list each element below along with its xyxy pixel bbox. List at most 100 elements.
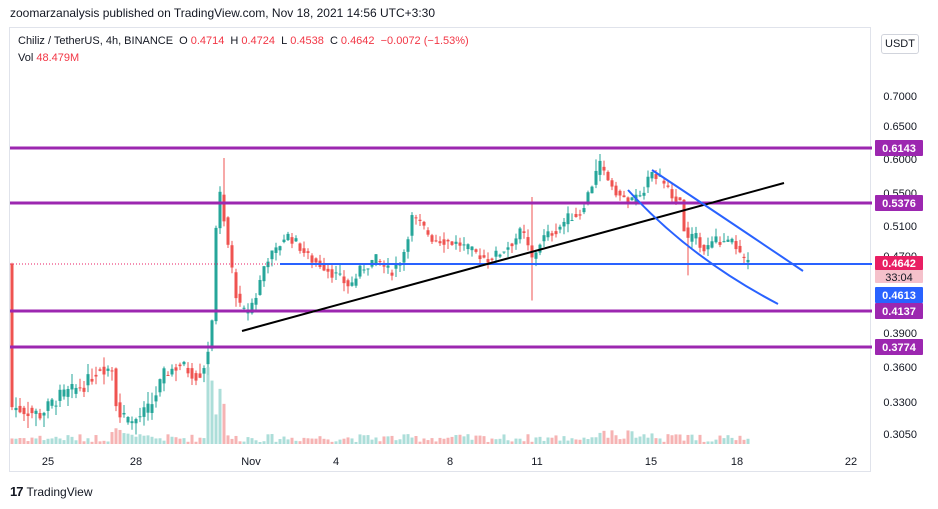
candle-body bbox=[722, 241, 726, 243]
volume-bar bbox=[322, 438, 326, 444]
candle-body bbox=[58, 389, 62, 401]
volume-bar bbox=[262, 441, 266, 444]
volume-bar bbox=[254, 440, 258, 444]
candle-body bbox=[730, 238, 734, 243]
volume-bar bbox=[166, 434, 170, 444]
candle-body bbox=[526, 237, 530, 246]
candle-body bbox=[234, 272, 238, 299]
volume-bar bbox=[614, 435, 618, 444]
volume-bar bbox=[558, 440, 562, 444]
volume-legend: Vol 48.479M bbox=[18, 52, 79, 64]
candle-body bbox=[474, 249, 478, 252]
volume-bar bbox=[350, 438, 354, 444]
y-axis-tick-label: 0.6500 bbox=[883, 121, 917, 133]
volume-bar bbox=[506, 440, 510, 444]
candle-body bbox=[202, 368, 206, 374]
volume-bar bbox=[522, 441, 526, 444]
volume-bar bbox=[354, 441, 358, 444]
volume-bar bbox=[554, 435, 558, 444]
volume-bar bbox=[342, 438, 346, 444]
volume-bar bbox=[198, 437, 202, 444]
volume-bar bbox=[270, 434, 274, 444]
volume-bar bbox=[26, 441, 30, 444]
candle-body bbox=[630, 197, 634, 201]
candle-body bbox=[90, 378, 94, 382]
volume-bar bbox=[742, 439, 746, 444]
volume-bar bbox=[666, 434, 670, 444]
volume-bar bbox=[662, 441, 666, 444]
candle-body bbox=[366, 268, 370, 270]
candle-body bbox=[362, 269, 366, 271]
volume-bar bbox=[74, 440, 78, 444]
candle-body bbox=[462, 244, 466, 246]
volume-bar bbox=[478, 435, 482, 444]
currency-button[interactable]: USDT bbox=[881, 34, 919, 54]
x-axis-tick-label: 28 bbox=[130, 456, 142, 468]
candle-body bbox=[158, 379, 162, 393]
volume-bar bbox=[118, 429, 122, 444]
candle-body bbox=[82, 387, 86, 392]
volume-bar bbox=[450, 436, 454, 444]
volume-bar bbox=[426, 440, 430, 444]
candle-body bbox=[382, 265, 386, 267]
candle-body bbox=[298, 243, 302, 251]
volume-bar bbox=[382, 436, 386, 444]
candle-body bbox=[250, 302, 254, 314]
candle-body bbox=[214, 227, 218, 322]
candle-body bbox=[114, 368, 118, 407]
candle-body bbox=[450, 241, 454, 245]
candle-body bbox=[610, 180, 614, 187]
candle-body bbox=[270, 250, 274, 260]
candle-body bbox=[126, 416, 130, 423]
volume-bar bbox=[210, 380, 214, 444]
candle-body bbox=[150, 404, 154, 413]
candle-body bbox=[338, 273, 342, 275]
candle-body bbox=[562, 221, 566, 227]
candle-body bbox=[666, 185, 670, 187]
volume-bar bbox=[746, 438, 750, 444]
candle-body bbox=[358, 265, 362, 277]
close-value: 0.4642 bbox=[340, 35, 375, 47]
volume-bar bbox=[314, 438, 318, 444]
candle-countdown-label: 33:04 bbox=[885, 272, 913, 284]
high-value: 0.4724 bbox=[241, 35, 276, 47]
volume-bar bbox=[494, 439, 498, 444]
volume-bar bbox=[38, 435, 42, 444]
candle-body bbox=[694, 233, 698, 239]
level-price-label: 0.6143 bbox=[882, 143, 916, 155]
volume-bar bbox=[570, 438, 574, 444]
candle-body bbox=[98, 369, 102, 371]
volume-bar bbox=[402, 434, 406, 444]
candle-body bbox=[154, 395, 158, 402]
candle-body bbox=[650, 171, 654, 179]
low-value: 0.4538 bbox=[290, 35, 324, 47]
candle-body bbox=[422, 221, 426, 226]
candle-body bbox=[582, 208, 586, 213]
volume-bar bbox=[234, 435, 238, 444]
candle-body bbox=[430, 235, 434, 242]
candle-body bbox=[310, 255, 314, 263]
candle-body bbox=[662, 180, 666, 184]
volume-bar bbox=[362, 435, 366, 444]
level-price-label: 0.3774 bbox=[882, 342, 917, 354]
volume-bar bbox=[730, 437, 734, 444]
level-price-badge bbox=[875, 140, 923, 156]
candle-body bbox=[618, 190, 622, 196]
volume-bar bbox=[374, 437, 378, 444]
candle-body bbox=[50, 399, 54, 406]
volume-bar bbox=[470, 439, 474, 444]
candle-body bbox=[626, 197, 630, 203]
candle-body bbox=[706, 245, 710, 250]
symbol-title[interactable]: Chiliz / TetherUS, 4h, BINANCE bbox=[18, 35, 174, 47]
volume-bar bbox=[682, 440, 686, 444]
level-price-badge bbox=[875, 195, 923, 211]
volume-bar bbox=[54, 436, 58, 444]
volume-bar bbox=[306, 438, 310, 444]
current-price-label: 0.4642 bbox=[882, 258, 916, 270]
volume-bar bbox=[626, 430, 630, 444]
volume-bar bbox=[526, 434, 530, 444]
candle-body bbox=[458, 242, 462, 246]
candle-body bbox=[182, 361, 186, 365]
volume-bar bbox=[590, 437, 594, 444]
